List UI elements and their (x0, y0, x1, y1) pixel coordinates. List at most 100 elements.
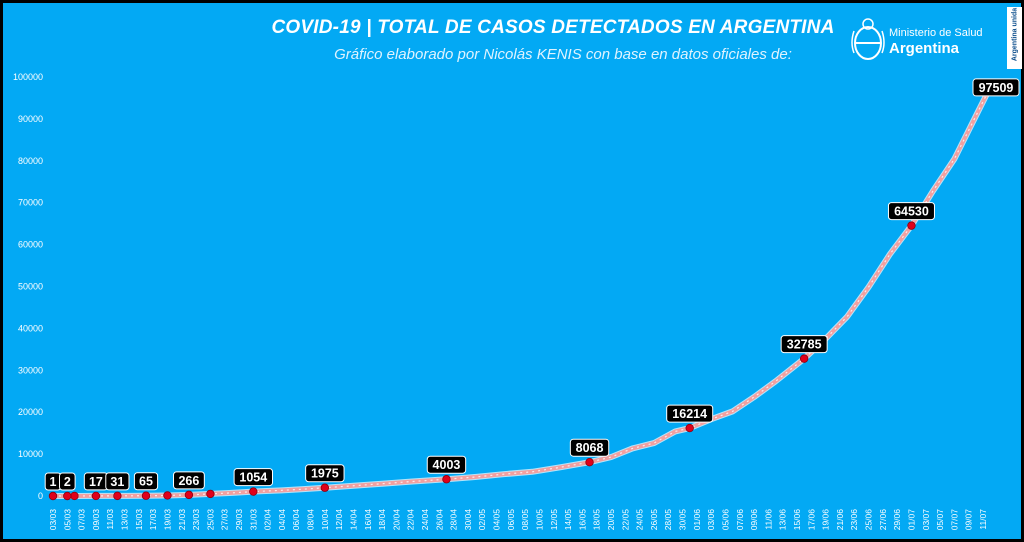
series-line (51, 85, 993, 498)
x-tick-label: 23/03 (191, 509, 201, 531)
x-tick-label: 15/06 (792, 509, 802, 531)
data-point (141, 491, 151, 500)
x-tick-label: 14/04 (348, 509, 358, 531)
data-point (91, 491, 101, 501)
x-tick-label: 10/05 (534, 509, 544, 531)
data-point (70, 491, 79, 501)
y-tick-label: 40000 (18, 323, 43, 333)
data-point (206, 489, 215, 499)
y-tick-label: 60000 (18, 240, 43, 250)
x-tick-label: 07/07 (949, 509, 959, 531)
y-tick-label: 100000 (13, 72, 43, 82)
x-tick-label: 28/04 (449, 509, 459, 531)
data-label: 4003 (433, 458, 461, 472)
x-tick-label: 18/04 (377, 509, 387, 531)
data-label: 17 (89, 475, 103, 489)
x-tick-label: 27/06 (878, 509, 888, 531)
x-tick-label: 26/05 (649, 509, 659, 531)
chart-title: COVID-19 | TOTAL DE CASOS DETECTADOS EN … (271, 17, 835, 38)
data-point (907, 221, 916, 230)
x-tick-label: 01/07 (906, 509, 916, 531)
x-tick-label: 09/07 (964, 509, 974, 531)
x-tick-label: 19/06 (821, 509, 831, 531)
line-chart: 0 10000 20000 30000 40000 50000 60000 70000 8000… (13, 72, 1020, 531)
data-label: 266 (178, 474, 199, 488)
data-label: 1 (50, 475, 57, 489)
x-tick-label: 14/05 (563, 509, 573, 531)
data-label: 8068 (576, 441, 604, 455)
x-tick-label: 29/03 (234, 509, 244, 531)
side-tag-text: Argentina unida (1011, 7, 1019, 62)
x-tick-label: 16/04 (363, 509, 373, 531)
x-tick-label: 08/05 (520, 509, 530, 531)
x-tick-label: 24/04 (420, 509, 430, 531)
x-tick-label: 18/05 (592, 509, 602, 531)
x-tick-label: 08/04 (306, 509, 316, 531)
x-tick-label: 22/04 (406, 509, 416, 531)
x-tick-label: 22/05 (620, 509, 630, 531)
data-point (163, 491, 172, 500)
y-tick-label: 70000 (18, 198, 43, 208)
x-tick-label: 11/03 (105, 509, 115, 530)
data-label: 65 (139, 475, 153, 489)
data-point (249, 487, 258, 496)
x-tick-label: 24/05 (635, 509, 645, 531)
ministry-label: Ministerio de Salud (889, 27, 983, 39)
data-label: 16214 (672, 407, 707, 421)
data-label-box (305, 464, 345, 483)
data-point (585, 457, 594, 467)
x-tick-label: 03/03 (48, 509, 58, 531)
x-tick-label: 25/03 (205, 509, 215, 531)
x-tick-label: 05/06 (720, 509, 730, 531)
x-tick-label: 13/03 (120, 509, 130, 531)
x-tick-label: 15/03 (134, 509, 144, 531)
x-tick-label: 21/03 (177, 509, 187, 531)
data-label-box (972, 78, 1020, 97)
x-tick-label: 19/03 (162, 509, 172, 531)
data-point (113, 491, 122, 501)
y-tick-label: 0 (38, 491, 43, 501)
x-tick-label: 13/06 (778, 509, 788, 531)
x-tick-label: 23/06 (849, 509, 859, 531)
data-label-box (780, 335, 828, 354)
chart-subtitle: Gráfico elaborado por Nicolás KENIS con … (334, 46, 792, 63)
x-tick-label: 12/05 (549, 509, 559, 531)
x-tick-label: 11/06 (763, 509, 773, 530)
x-tick-label: 05/03 (62, 509, 72, 531)
x-tick-label: 03/07 (921, 509, 931, 531)
argentina-unida-tag: Argentina unida (1007, 7, 1022, 69)
data-label: 1054 (239, 471, 267, 485)
x-tick-label: 02/04 (263, 509, 273, 531)
x-tick-label: 25/06 (864, 509, 874, 531)
data-label-box (173, 471, 205, 490)
x-tick-label: 02/05 (477, 509, 487, 531)
x-tick-label: 10/04 (320, 509, 330, 531)
x-tick-label: 31/03 (248, 509, 258, 531)
x-tick-label: 03/06 (706, 509, 716, 531)
y-tick-label: 90000 (18, 114, 43, 124)
country-label: Argentina (889, 40, 960, 57)
data-label: 32785 (787, 338, 822, 352)
y-tick-label: 50000 (18, 282, 43, 292)
data-label-box (426, 455, 467, 474)
data-point (63, 491, 72, 501)
data-label: 31 (110, 475, 124, 489)
data-label-box (569, 438, 610, 457)
x-tick-label: 16/05 (577, 509, 587, 531)
data-label-box (233, 468, 274, 487)
x-tick-label: 20/04 (391, 509, 401, 531)
x-tick-label: 21/06 (835, 509, 845, 531)
data-point (320, 483, 330, 492)
x-tick-label: 06/04 (291, 509, 301, 531)
data-point (48, 491, 58, 501)
y-tick-label: 30000 (18, 365, 43, 375)
x-tick-label: 17/03 (148, 509, 158, 531)
data-point (685, 423, 694, 433)
data-label-box (666, 404, 714, 423)
x-tick-label: 20/05 (606, 509, 616, 531)
x-tick-label: 04/04 (277, 509, 287, 531)
x-tick-label: 11/07 (978, 509, 988, 530)
x-tick-label: 07/03 (77, 509, 87, 531)
x-tick-label: 01/06 (692, 509, 702, 531)
